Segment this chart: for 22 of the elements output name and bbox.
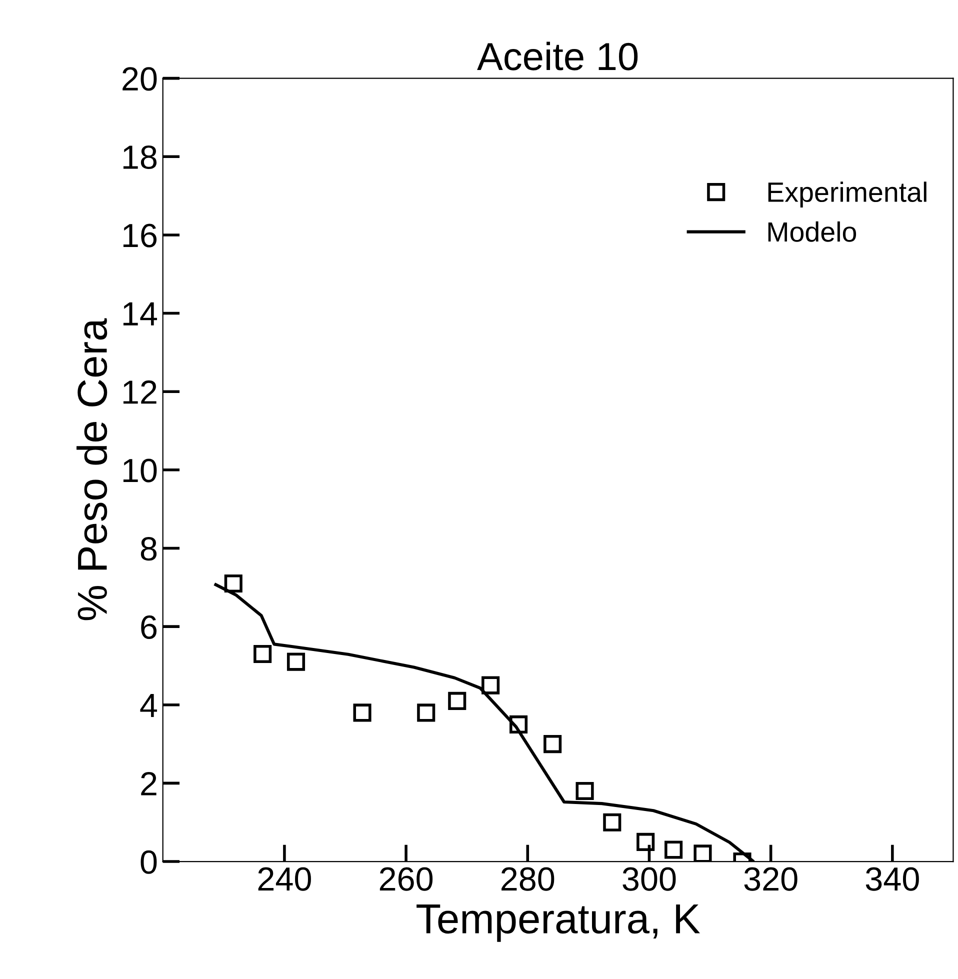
y-tick-label: 4 [140, 694, 158, 717]
y-tick-label: 8 [140, 537, 157, 561]
y-tick-label: 18 [123, 145, 157, 170]
legend-label: Modelo [768, 221, 856, 242]
x-tick-label: 320 [744, 867, 798, 891]
y-tick-label: 14 [123, 302, 158, 326]
x-tick-label: 240 [258, 867, 311, 891]
x-axis-title: Temperatura, K [416, 904, 700, 942]
y-tick-label: 6 [141, 615, 157, 639]
x-tick-label: 300 [622, 867, 676, 891]
x-tick-label: 280 [502, 867, 554, 891]
x-tick-label: 260 [380, 867, 433, 891]
y-axis-title: % Peso de Cera [76, 318, 108, 620]
legend-label: Experimental [768, 182, 926, 208]
x-tick-label: 340 [866, 867, 919, 891]
y-tick-label: 20 [122, 67, 157, 91]
y-tick-label: 10 [123, 458, 157, 482]
y-tick-label: 2 [141, 772, 156, 796]
y-tick-label: 12 [123, 380, 156, 404]
chart-title: Aceite 10 [477, 42, 638, 70]
y-tick-label: 0 [140, 850, 157, 874]
y-tick-label: 16 [123, 224, 157, 248]
